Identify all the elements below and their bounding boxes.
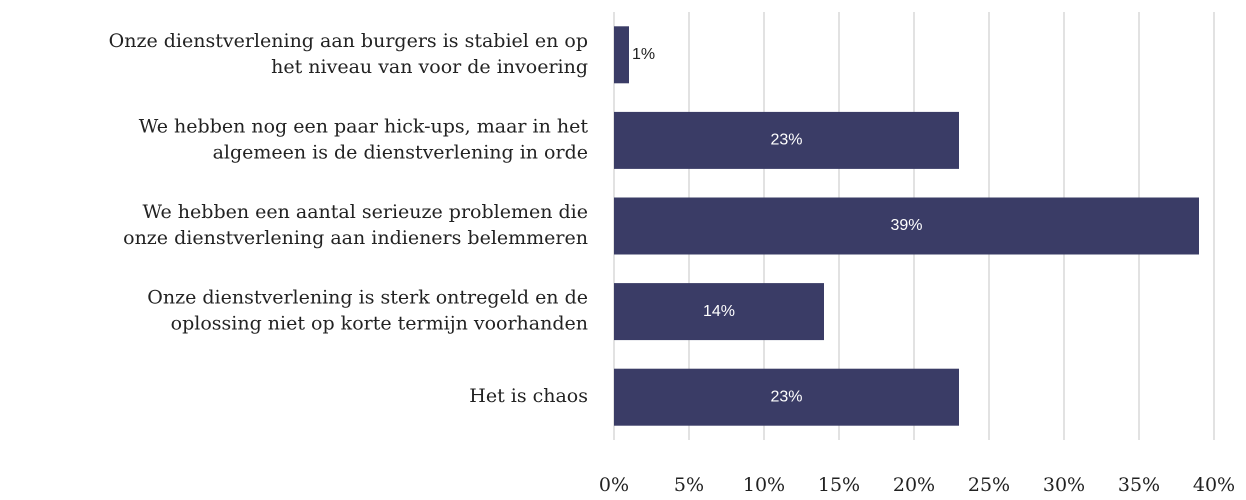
y-tick-label: Onze dienstverlening is sterk ontregeld …	[147, 287, 588, 309]
y-tick-label: Het is chaos	[469, 385, 588, 407]
x-tick-label: 40%	[1193, 474, 1235, 496]
y-tick-label: oplossing niet op korte termijn voorhand…	[171, 313, 588, 335]
y-tick-label: onze dienstverlening aan indieners belem…	[123, 227, 588, 249]
value-label: 14%	[703, 303, 735, 320]
y-tick-label: We hebben een aantal serieuze problemen …	[143, 201, 588, 223]
value-label: 1%	[632, 46, 655, 63]
x-tick-label: 0%	[599, 474, 629, 496]
y-tick-label: het niveau van voor de invoering	[271, 56, 588, 78]
bar	[614, 368, 959, 426]
value-label: 23%	[770, 388, 802, 405]
y-tick-label: algemeen is de dienstverlening in orde	[213, 141, 588, 163]
bar	[614, 197, 1199, 255]
y-tick-label: We hebben nog een paar hick-ups, maar in…	[139, 115, 589, 137]
bar	[614, 111, 959, 169]
x-tick-label: 15%	[818, 474, 860, 496]
x-tick-label: 20%	[893, 474, 935, 496]
x-tick-label: 10%	[743, 474, 785, 496]
x-tick-label: 5%	[674, 474, 704, 496]
y-tick-label: Onze dienstverlening aan burgers is stab…	[109, 30, 588, 52]
x-tick-label: 35%	[1118, 474, 1160, 496]
x-tick-label: 25%	[968, 474, 1010, 496]
value-label: 39%	[890, 217, 922, 234]
bar	[614, 283, 824, 341]
x-tick-label: 30%	[1043, 474, 1085, 496]
bar	[614, 26, 629, 84]
value-label: 23%	[770, 132, 802, 149]
